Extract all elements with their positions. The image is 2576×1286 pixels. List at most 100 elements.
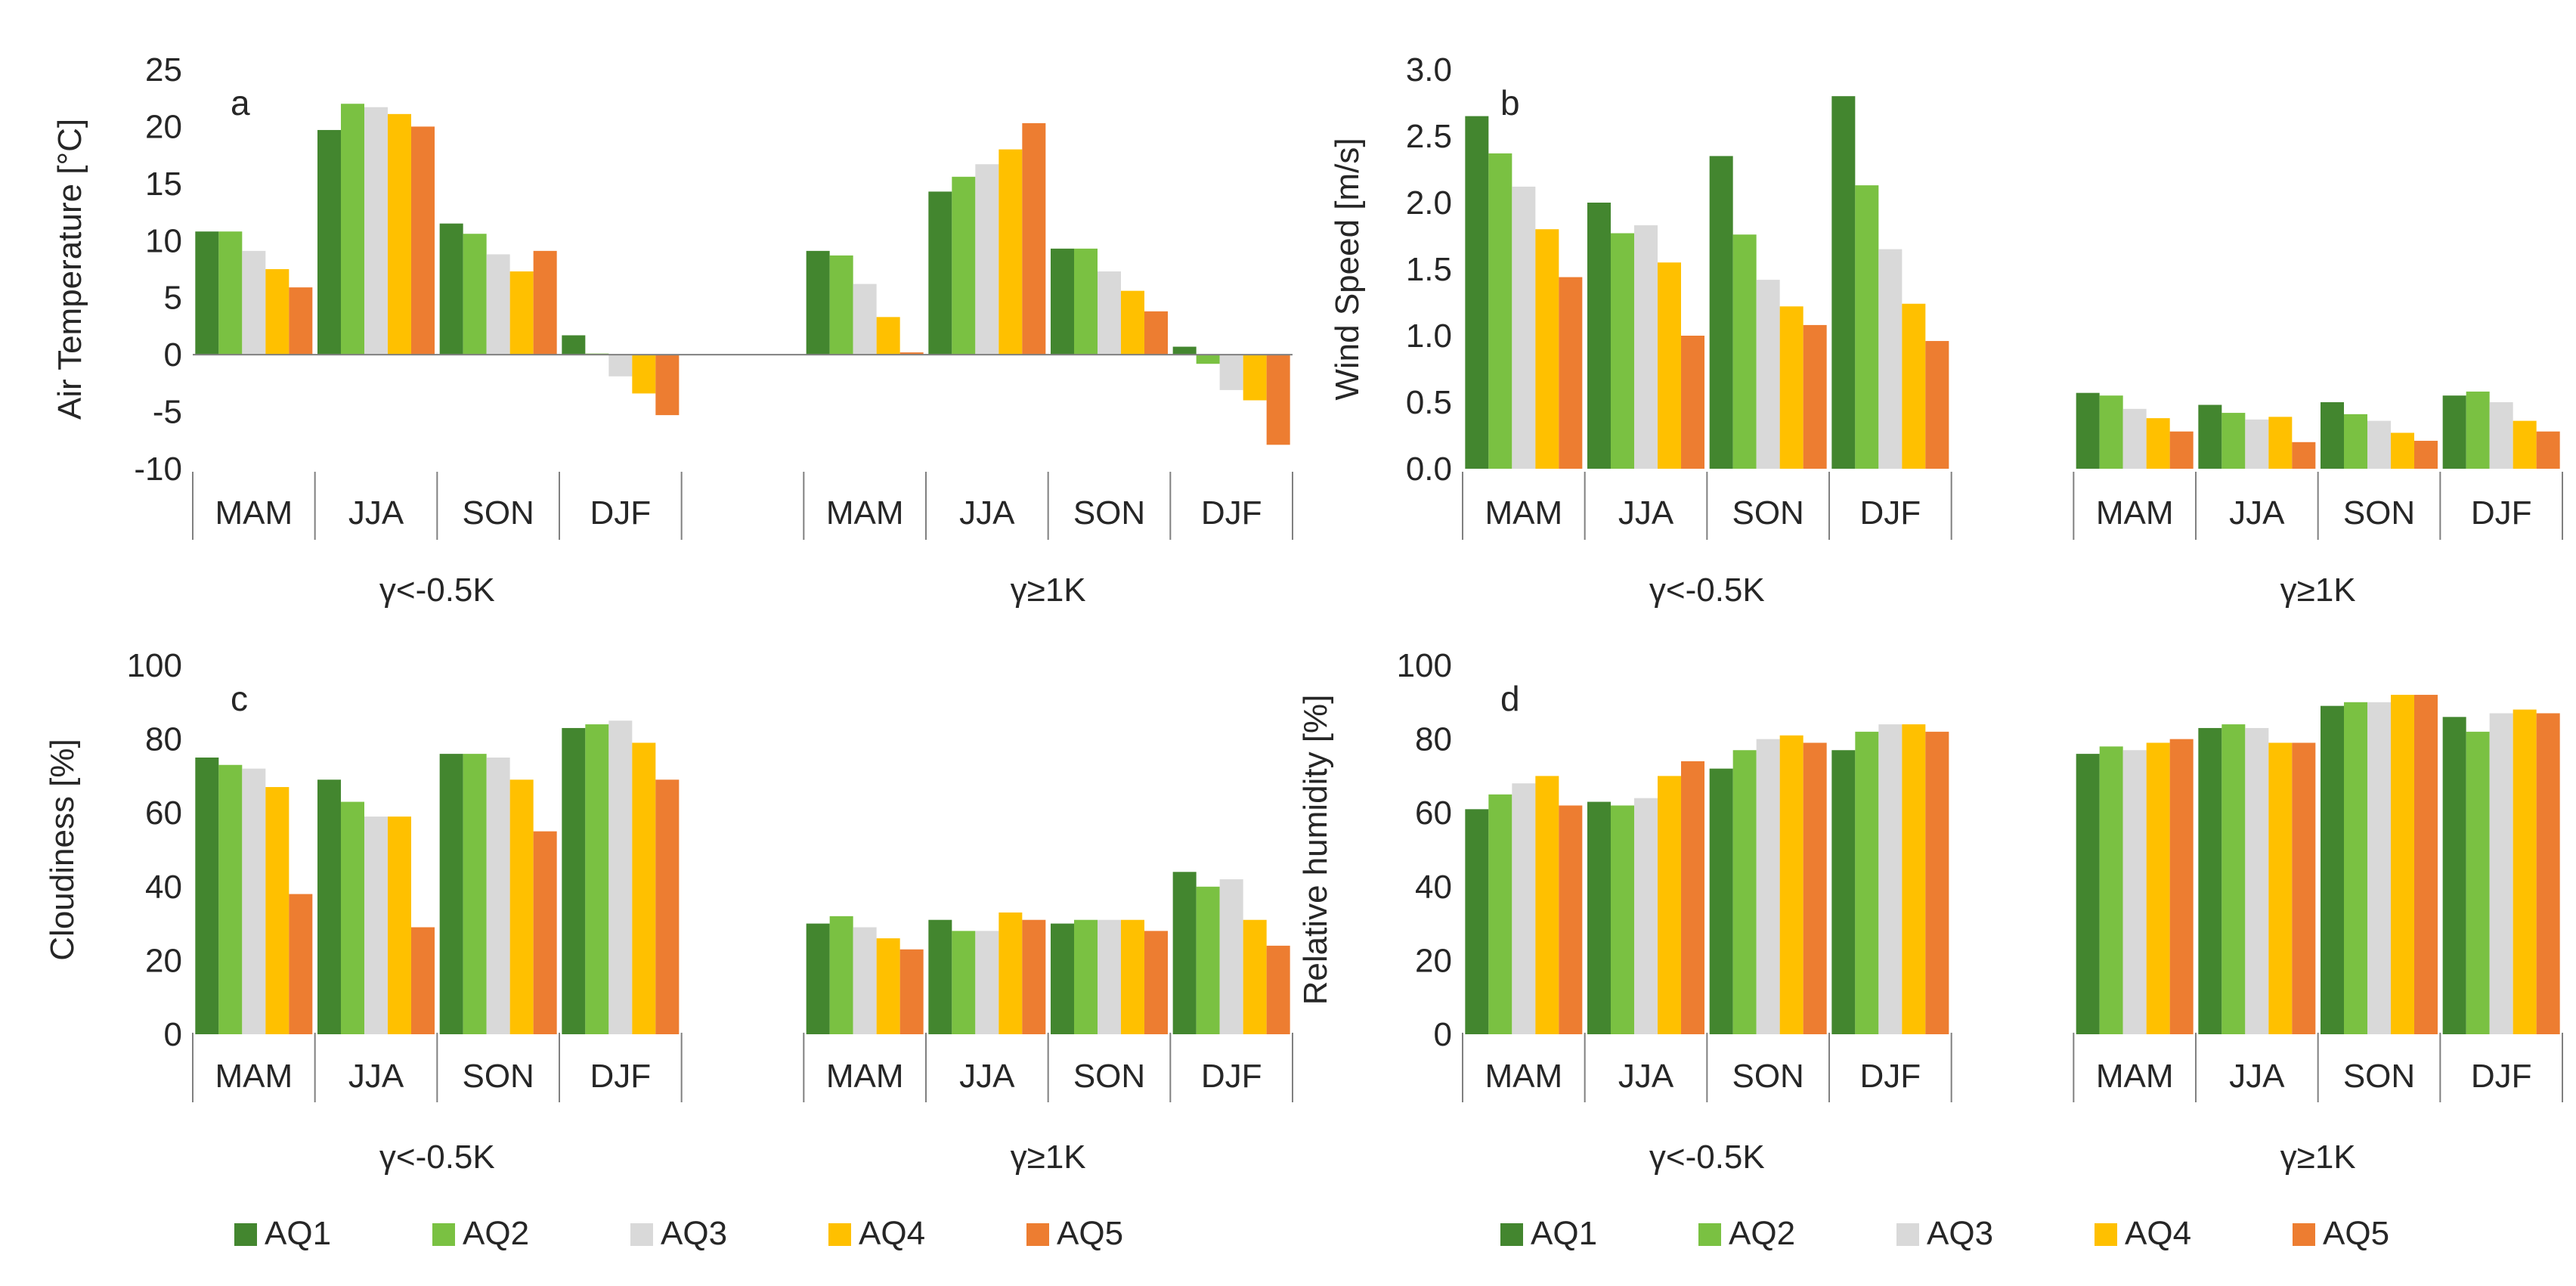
legend-label-aq3: AQ3 bbox=[661, 1215, 727, 1252]
bar-aq5-son-g2 bbox=[2414, 441, 2438, 469]
legend-swatch-aq3 bbox=[1896, 1223, 1919, 1246]
y-axis-label: Wind Speed [m/s] bbox=[1329, 138, 1366, 400]
bar-aq1-mam-g2 bbox=[2076, 392, 2100, 469]
category-label: MAM bbox=[1485, 1058, 1563, 1095]
bar-aq2-mam-g1 bbox=[1488, 153, 1512, 469]
bar-aq3-jja-g2 bbox=[2245, 727, 2269, 1034]
bar-aq3-son-g2 bbox=[1098, 919, 1121, 1034]
panel-b-wind-speed: 0.0 0.5 1.0 1.5 2.0 2.5 3.0 Wind Speed [m/s] b MA… bbox=[1329, 51, 2563, 609]
bar-aq3-djf-g2 bbox=[1219, 879, 1243, 1034]
legend-swatch-aq2 bbox=[1698, 1223, 1721, 1246]
category-label: JJA bbox=[2229, 1058, 2285, 1095]
bar-aq1-jja-g1 bbox=[317, 779, 341, 1034]
group-label: γ≥1K bbox=[1011, 1139, 1086, 1176]
bar-aq3-mam-g2 bbox=[853, 927, 877, 1034]
bar-aq1-mam-g1 bbox=[1465, 116, 1489, 469]
legend-swatch-aq1 bbox=[234, 1223, 257, 1246]
category-label: DJF bbox=[2471, 494, 2532, 531]
y-tick-label: -10 bbox=[134, 451, 182, 488]
group-label: γ<-0.5K bbox=[1649, 1139, 1765, 1176]
category-label: JJA bbox=[1618, 494, 1674, 531]
panel-letter: c bbox=[231, 679, 248, 718]
category-label: SON bbox=[1732, 1058, 1804, 1095]
category-label: SON bbox=[1073, 1058, 1145, 1095]
bar-aq1-jja-g2 bbox=[2198, 727, 2222, 1034]
bar-aq2-djf-g1 bbox=[1855, 185, 1879, 469]
y-tick-label: 3.0 bbox=[1406, 51, 1452, 88]
y-tick-label: 0.0 bbox=[1406, 451, 1452, 488]
bar-aq3-jja-g1 bbox=[364, 817, 388, 1034]
category-label: DJF bbox=[1201, 1058, 1262, 1095]
legend-swatch-aq4 bbox=[828, 1223, 851, 1246]
bar-aq1-djf-g1 bbox=[562, 335, 586, 355]
y-axis-label: Cloudiness [%] bbox=[44, 739, 81, 960]
bar-aq1-djf-g1 bbox=[1831, 750, 1856, 1034]
bar-aq5-mam-g1 bbox=[289, 894, 313, 1034]
y-tick-label: 20 bbox=[1415, 942, 1452, 979]
bar-aq1-son-g2 bbox=[1051, 248, 1074, 355]
bar-aq4-jja-g1 bbox=[1658, 776, 1681, 1034]
category-label: SON bbox=[2343, 494, 2415, 531]
bar-aq3-son-g2 bbox=[1098, 271, 1121, 355]
bar-aq5-son-g1 bbox=[1803, 324, 1827, 469]
category-label: MAM bbox=[826, 1058, 904, 1095]
legend-label-aq5: AQ5 bbox=[2323, 1215, 2389, 1252]
bar-aq1-mam-g2 bbox=[806, 250, 830, 355]
category-label: JJA bbox=[2229, 494, 2285, 531]
bar-aq3-djf-g1 bbox=[608, 720, 633, 1034]
bar-aq2-mam-g1 bbox=[218, 764, 243, 1034]
bar-aq5-jja-g2 bbox=[1022, 919, 1046, 1034]
bar-aq5-djf-g2 bbox=[2536, 431, 2560, 469]
bar-aq4-son-g1 bbox=[509, 779, 534, 1034]
bar-aq1-djf-g2 bbox=[1172, 346, 1197, 355]
bar-aq3-djf-g2 bbox=[2489, 402, 2513, 469]
bar-aq1-djf-g2 bbox=[2442, 395, 2466, 469]
bar-aq3-mam-g2 bbox=[853, 284, 877, 355]
bar-aq3-son-g1 bbox=[1756, 280, 1780, 469]
bar-aq4-djf-g2 bbox=[2513, 420, 2537, 469]
y-axis-label: Air Temperature [°C] bbox=[51, 119, 88, 420]
bar-aq4-mam-g1 bbox=[1535, 776, 1559, 1034]
bar-aq5-son-g2 bbox=[1144, 931, 1168, 1034]
bar-aq2-mam-g1 bbox=[218, 231, 243, 355]
bar-aq3-mam-g1 bbox=[242, 250, 266, 355]
category-label: JJA bbox=[959, 1058, 1015, 1095]
bar-aq2-jja-g1 bbox=[1611, 233, 1634, 469]
bar-aq1-son-g1 bbox=[1709, 768, 1733, 1034]
bar-aq3-jja-g2 bbox=[975, 164, 999, 355]
legend-label-aq3: AQ3 bbox=[1927, 1215, 1993, 1252]
category-label: SON bbox=[1073, 494, 1145, 531]
y-axis-label: Relative humidity [%] bbox=[1297, 695, 1334, 1006]
legend-left: AQ1 AQ2 AQ3 AQ4 AQ5 bbox=[234, 1215, 1123, 1252]
bar-aq1-jja-g2 bbox=[928, 919, 952, 1034]
bar-aq1-jja-g1 bbox=[317, 129, 341, 355]
y-tick-label: 1.5 bbox=[1406, 251, 1452, 288]
legend-label-aq4: AQ4 bbox=[859, 1215, 925, 1252]
bar-aq5-mam-g2 bbox=[899, 949, 924, 1034]
bar-aq4-son-g2 bbox=[2391, 432, 2414, 469]
category-label: MAM bbox=[215, 494, 293, 531]
group-label: γ≥1K bbox=[1011, 572, 1086, 609]
bar-aq3-djf-g1 bbox=[608, 355, 633, 377]
bar-aq3-son-g2 bbox=[2367, 420, 2391, 469]
bar-aq1-jja-g2 bbox=[928, 191, 952, 355]
y-tick-label: 0 bbox=[1434, 1016, 1452, 1053]
bar-aq5-jja-g1 bbox=[411, 126, 435, 355]
bar-aq1-djf-g1 bbox=[562, 727, 586, 1034]
bar-aq2-djf-g1 bbox=[585, 724, 609, 1034]
y-tick-label: 25 bbox=[145, 51, 182, 88]
bar-aq4-djf-g1 bbox=[1902, 303, 1926, 469]
y-tick-label: 40 bbox=[1415, 869, 1452, 906]
panel-letter: b bbox=[1500, 83, 1520, 122]
bar-aq2-mam-g2 bbox=[2099, 395, 2123, 469]
bar-aq3-mam-g2 bbox=[2122, 408, 2147, 469]
legend-label-aq2: AQ2 bbox=[463, 1215, 529, 1252]
bar-aq3-son-g1 bbox=[486, 758, 510, 1034]
bar-aq5-mam-g2 bbox=[899, 352, 924, 355]
bar-aq5-mam-g1 bbox=[289, 287, 313, 355]
category-label: MAM bbox=[215, 1058, 293, 1095]
bar-aq2-jja-g2 bbox=[952, 176, 976, 355]
bar-aq4-jja-g1 bbox=[388, 817, 411, 1034]
group-label: γ<-0.5K bbox=[379, 1139, 495, 1176]
bar-aq5-jja-g1 bbox=[411, 927, 435, 1034]
